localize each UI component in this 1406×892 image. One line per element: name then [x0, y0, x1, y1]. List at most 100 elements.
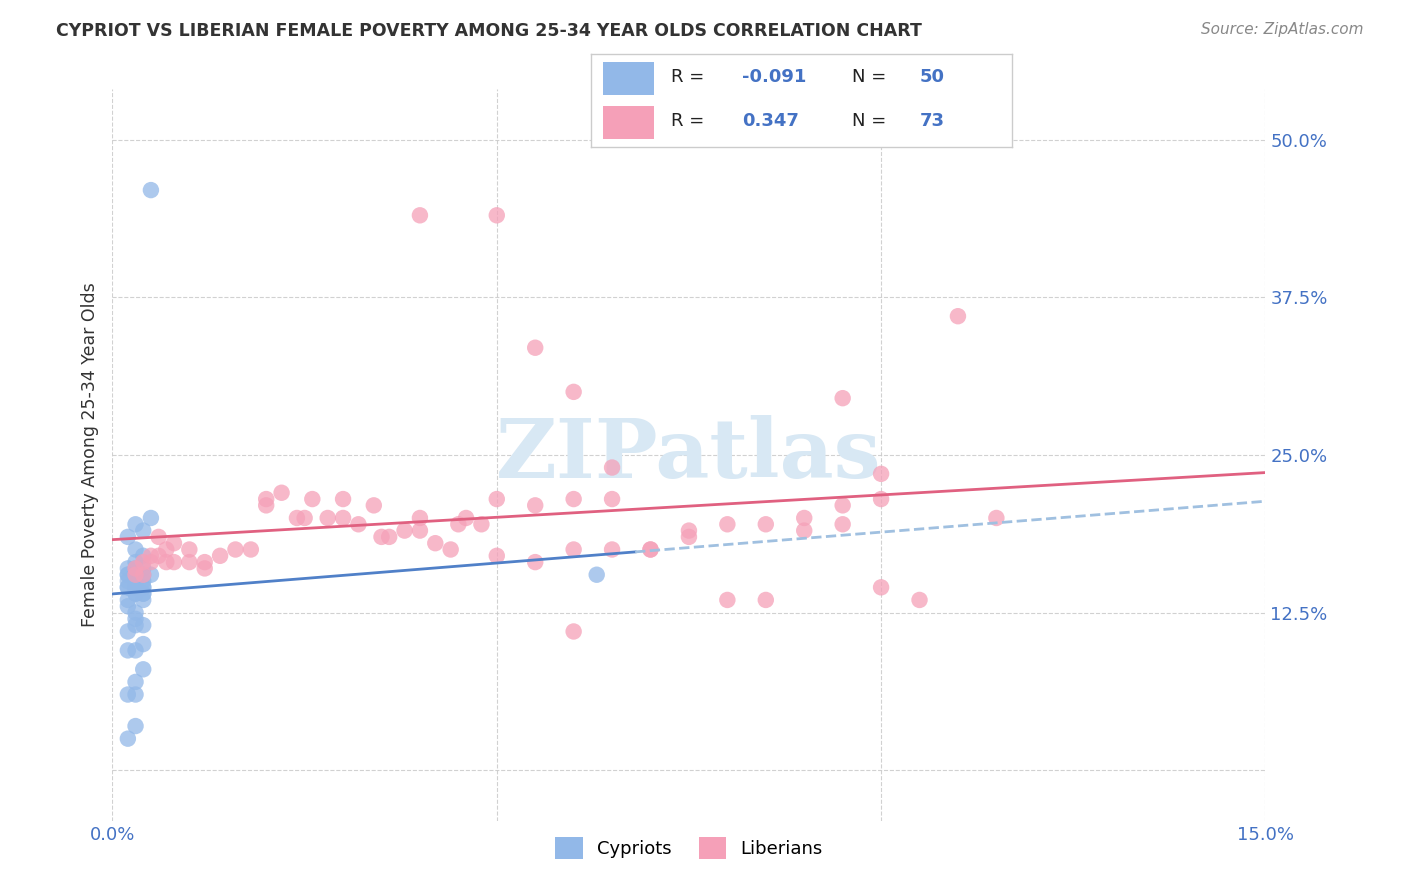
Point — [447, 517, 470, 532]
Point — [117, 599, 139, 614]
Point — [562, 624, 585, 639]
Text: Source: ZipAtlas.com: Source: ZipAtlas.com — [1201, 22, 1364, 37]
Text: 73: 73 — [920, 112, 945, 130]
Point — [155, 542, 177, 557]
Point — [124, 612, 146, 626]
Point — [755, 593, 778, 607]
Point — [678, 530, 700, 544]
Point — [124, 555, 146, 569]
Point — [678, 524, 700, 538]
Point — [124, 574, 146, 588]
Point — [285, 511, 308, 525]
Point — [409, 208, 432, 222]
Point — [370, 530, 392, 544]
Point — [117, 688, 139, 702]
Point — [132, 574, 155, 588]
Point — [117, 574, 139, 588]
Point — [132, 580, 155, 594]
Point — [132, 587, 155, 601]
Legend: Cypriots, Liberians: Cypriots, Liberians — [548, 830, 830, 866]
Point — [148, 530, 170, 544]
Point — [440, 542, 463, 557]
Point — [124, 561, 146, 575]
Point — [347, 517, 370, 532]
Point — [124, 517, 146, 532]
Point — [124, 580, 146, 594]
Point — [139, 567, 162, 582]
Y-axis label: Female Poverty Among 25-34 Year Olds: Female Poverty Among 25-34 Year Olds — [80, 283, 98, 627]
Point — [117, 561, 139, 575]
Point — [117, 643, 139, 657]
Point — [139, 555, 162, 569]
Point — [946, 309, 969, 323]
Point — [124, 567, 146, 582]
Point — [485, 491, 508, 506]
Point — [124, 719, 146, 733]
Point — [124, 567, 146, 582]
Point — [132, 593, 155, 607]
Point — [124, 643, 146, 657]
FancyBboxPatch shape — [603, 62, 654, 95]
Point — [132, 567, 155, 582]
Point — [224, 542, 246, 557]
Point — [124, 580, 146, 594]
Text: ZIPatlas: ZIPatlas — [496, 415, 882, 495]
Point — [425, 536, 447, 550]
Point — [117, 567, 139, 582]
Point — [117, 580, 139, 594]
Point — [132, 567, 155, 582]
Point — [332, 511, 354, 525]
Point — [117, 593, 139, 607]
Point — [316, 511, 339, 525]
Point — [117, 624, 139, 639]
Point — [301, 491, 323, 506]
Point — [139, 549, 162, 563]
Point — [470, 517, 492, 532]
Text: 0.347: 0.347 — [742, 112, 799, 130]
Point — [139, 183, 162, 197]
Point — [600, 542, 623, 557]
Point — [124, 688, 146, 702]
Point — [363, 499, 385, 513]
Point — [378, 530, 401, 544]
Point — [179, 542, 201, 557]
Point — [132, 580, 155, 594]
Text: R =: R = — [671, 69, 710, 87]
Point — [394, 524, 416, 538]
Point — [409, 524, 432, 538]
Point — [124, 561, 146, 575]
Point — [831, 391, 853, 405]
Point — [194, 561, 217, 575]
Point — [524, 341, 547, 355]
Point — [908, 593, 931, 607]
Point — [179, 555, 201, 569]
Point — [755, 517, 778, 532]
Point — [831, 517, 853, 532]
Text: -0.091: -0.091 — [742, 69, 807, 87]
Point — [524, 555, 547, 569]
Point — [254, 499, 277, 513]
Point — [793, 511, 815, 525]
Point — [132, 524, 155, 538]
Point — [562, 542, 585, 557]
Point — [117, 567, 139, 582]
Point — [870, 491, 893, 506]
Point — [117, 731, 139, 746]
Text: 50: 50 — [920, 69, 945, 87]
Point — [409, 511, 432, 525]
Point — [124, 567, 146, 582]
Point — [155, 555, 177, 569]
Point — [870, 467, 893, 481]
Point — [640, 542, 662, 557]
Point — [585, 567, 607, 582]
Point — [124, 606, 146, 620]
Text: R =: R = — [671, 112, 716, 130]
Point — [124, 574, 146, 588]
Point — [454, 511, 477, 525]
Point — [716, 517, 738, 532]
Text: N =: N = — [852, 112, 891, 130]
Point — [332, 491, 354, 506]
Point — [793, 524, 815, 538]
Point — [124, 674, 146, 689]
Point — [132, 561, 155, 575]
